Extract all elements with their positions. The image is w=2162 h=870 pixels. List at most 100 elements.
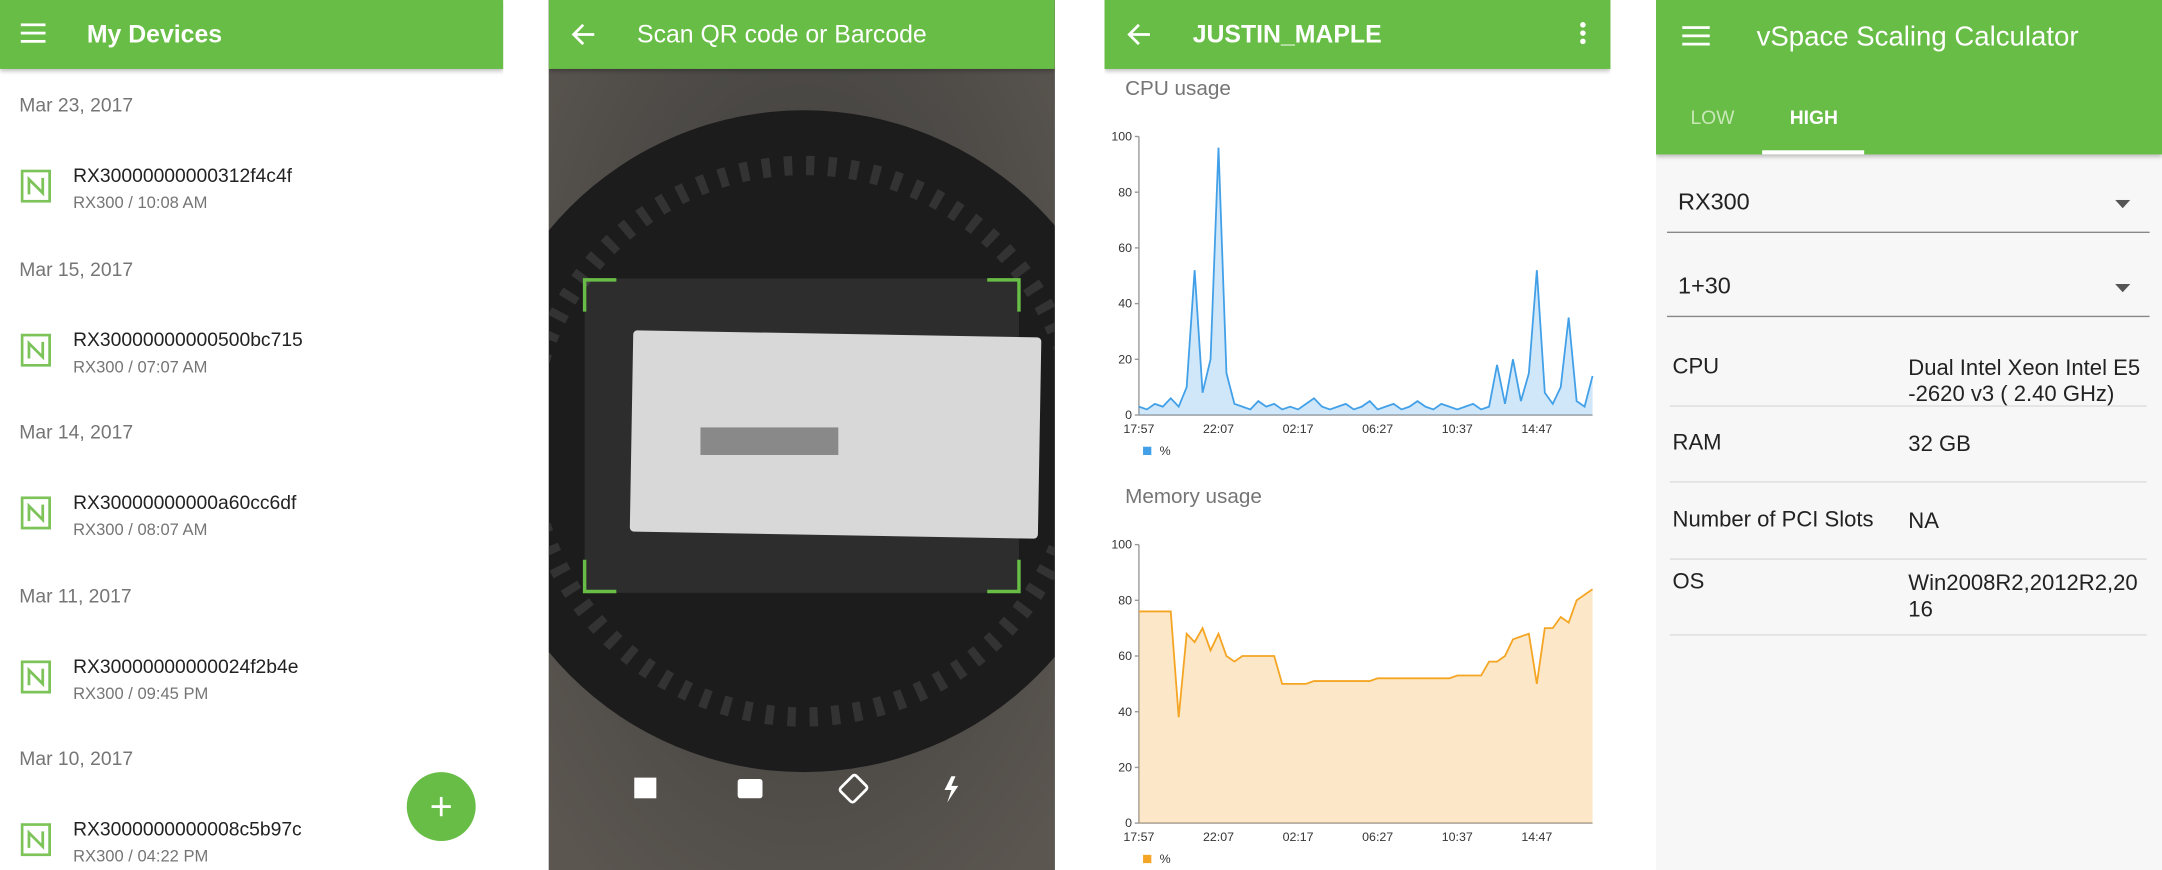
x-tick-label: 06:27 [1362,422,1393,436]
title: vSpace Scaling Calculator [1756,22,2079,53]
y-tick-label: 0 [1125,408,1132,422]
row-value: NA [1908,510,1939,534]
row-label: CPU [1672,355,1720,380]
scanner-screen: Scan QR code or Barcode [548,0,1055,870]
tab-low[interactable]: LOW [1690,106,1735,129]
row-label: OS [1672,570,1705,595]
row-value: 32 GB [1908,432,1971,457]
chart-title: CPU usage [1125,77,1231,100]
date-header: Mar 23, 2017 [19,93,134,116]
device-detail: RX300 / 08:07 AM [73,519,208,540]
y-tick-label: 60 [1118,241,1132,255]
dropdown-underline [1667,231,2150,234]
y-tick-label: 100 [1111,538,1132,552]
series-area [1138,589,1593,824]
menu-icon[interactable] [1682,25,1712,50]
tab-high[interactable]: HIGH [1789,106,1838,129]
date-header: Mar 15, 2017 [19,257,134,280]
y-tick-label: 60 [1118,649,1132,663]
row-value: Win2008R2,2012R2,2016 [1908,572,2138,622]
switch-camera-icon[interactable] [737,778,763,799]
x-tick-label: 10:37 [1442,422,1473,436]
date-header: Mar 11, 2017 [19,583,132,606]
x-tick-label: 14:47 [1521,830,1552,844]
add-button[interactable] [400,765,483,848]
device-name: RX30000000000312f4c4f [73,164,293,187]
calculator-screen: vSpace Scaling Calculator LOW HIGH [1655,0,2162,870]
row-separator [1669,481,2147,483]
device-icon [20,823,52,857]
x-tick-label: 10:37 [1442,830,1473,844]
dropdown[interactable]: RX300 [1678,188,1750,216]
legend-swatch [1143,854,1152,864]
tab-indicator [1762,150,1865,155]
title: JUSTIN_MAPLE [1192,20,1382,49]
device-name: RX30000000000024f2b4e [73,654,299,677]
dropdown-arrow [2115,199,2131,209]
flash-icon[interactable] [944,776,959,803]
chart-title: Memory usage [1125,485,1262,508]
date-header: Mar 14, 2017 [19,420,134,443]
title: Scan QR code or Barcode [637,20,927,49]
series-line [1138,588,1594,718]
dropdown-underline [1667,315,2150,318]
row-separator [1669,634,2147,636]
device-name: RX30000000000a60cc6df [73,490,297,513]
y-tick-label: 40 [1118,705,1132,719]
date-header: Mar 10, 2017 [19,747,134,770]
legend-label: % [1160,852,1171,866]
device-detail: RX300 / 07:07 AM [73,356,208,376]
app-bar: My Devices [0,0,504,69]
row-label: RAM [1672,431,1722,455]
back-icon[interactable] [571,22,596,47]
dropdown-arrow [2115,284,2131,293]
device-icon [20,332,52,367]
y-tick-label: 100 [1111,130,1132,144]
y-tick-label: 40 [1118,297,1132,311]
y-tick-label: 0 [1125,816,1132,830]
rotate-icon[interactable] [838,773,869,804]
y-tick-label: 20 [1118,352,1132,366]
x-tick-label: 22:07 [1203,830,1234,844]
x-tick-label: 17:57 [1123,422,1154,436]
app-bar: Scan QR code or Barcode [548,0,1055,69]
camera-view [548,0,1055,870]
device-icon [20,169,52,203]
x-tick-label: 14:47 [1521,422,1552,436]
monitor-screen: JUSTIN_MAPLE [1104,0,1611,870]
y-tick-label: 80 [1118,593,1132,607]
row-separator [1669,405,2147,407]
device-icon [20,659,52,693]
x-tick-label: 02:17 [1283,830,1314,844]
x-tick-label: 06:27 [1362,830,1393,844]
back-icon[interactable] [1127,22,1152,47]
row-separator [1669,558,2147,560]
dropdown[interactable]: 1+30 [1678,272,1731,300]
legend-label: % [1160,444,1171,458]
device-detail: RX300 / 04:22 PM [73,846,209,866]
device-detail: RX300 / 09:45 PM [73,683,209,703]
device-name: RX30000000000500bc715 [73,327,303,350]
device-detail: RX300 / 10:08 AM [73,193,208,213]
legend-swatch [1143,446,1152,455]
row-value: Dual Intel Xeon Intel E5-2620 v3 ( 2.40 … [1908,357,2141,407]
devices-screen: My Devices Mar 23, 2017 RX30000000000312f… [0,0,504,870]
y-tick-label: 80 [1118,185,1132,199]
app-bar: vSpace Scaling Calculator LOW HIGH [1655,0,2162,155]
gallery-icon[interactable] [634,777,657,799]
app-bar: JUSTIN_MAPLE [1104,0,1611,69]
series-line [1138,147,1594,411]
device-icon [20,496,52,530]
device-name: RX3000000000008c5b97c [73,817,302,840]
y-tick-label: 20 [1118,761,1132,775]
title: My Devices [86,20,223,49]
x-tick-label: 02:17 [1283,422,1314,436]
more-icon[interactable] [1579,21,1587,49]
menu-icon[interactable] [20,22,49,47]
x-tick-label: 22:07 [1203,422,1234,436]
x-tick-label: 17:57 [1123,830,1154,844]
row-label: Number of PCI Slots [1672,508,1874,533]
